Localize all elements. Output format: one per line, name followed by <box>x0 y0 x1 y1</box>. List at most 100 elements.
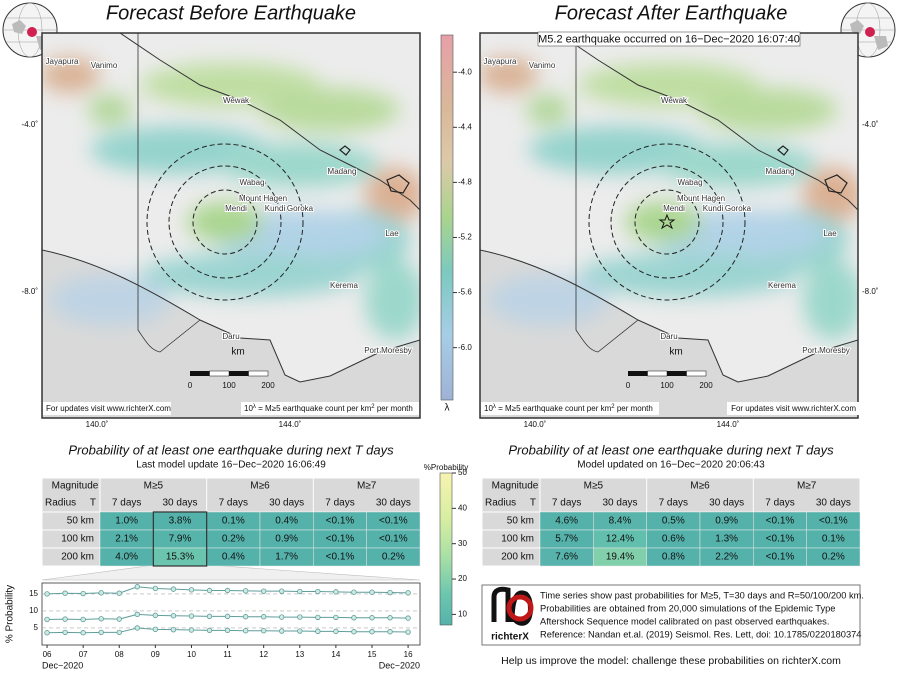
colorbar-tick-label: -5.6 <box>458 288 472 297</box>
table-value: 7.6% <box>555 552 578 563</box>
place-label: Mount Hagen <box>239 194 287 203</box>
series-point <box>279 588 285 594</box>
logo-ring <box>506 594 534 622</box>
series-point <box>260 588 267 594</box>
series-point <box>224 587 231 594</box>
table-value: 0.2% <box>822 552 845 563</box>
x-tick-label: 06 <box>43 650 52 659</box>
table-corner: Radius <box>485 498 516 509</box>
table-value: 0.1% <box>822 534 845 545</box>
series-point <box>62 616 68 622</box>
info-line: Time series show past probabilities for … <box>540 590 864 600</box>
scale-unit: km <box>231 347 244 358</box>
series-point <box>387 589 393 596</box>
series-point <box>224 627 231 634</box>
x-tick-label: 14 <box>331 650 340 659</box>
row-label: 200 km <box>61 552 94 563</box>
table-value: 3.8% <box>169 516 192 527</box>
table-value: 0.6% <box>662 534 685 545</box>
y-tick-label: 10 <box>29 606 38 615</box>
x-tick-label: 12 <box>259 650 268 659</box>
table-value: 0.4% <box>275 516 298 527</box>
place-label: Jayapura <box>484 57 517 66</box>
table-value: <0.1% <box>379 516 408 527</box>
series-point <box>315 628 321 635</box>
table-title: Probability of at least one earthquake d… <box>68 442 394 457</box>
series-point <box>44 616 50 623</box>
footer-units-part: 10 <box>484 404 493 413</box>
footer-url: For updates visit www.richterX.com <box>731 404 856 413</box>
x-tick-label: 11 <box>223 650 232 659</box>
series-point <box>351 615 357 621</box>
place-label: Kundi <box>265 204 286 213</box>
colorbar-tick-label: -4.8 <box>458 177 472 186</box>
event-box <box>537 31 801 47</box>
table-value: 1.7% <box>275 552 298 563</box>
series-point <box>80 590 86 597</box>
scale-tick: 100 <box>660 381 674 390</box>
period-header: 30 days <box>816 498 851 509</box>
x-tick-label: 15 <box>368 650 377 659</box>
footer-units-part: 2 <box>371 404 375 410</box>
table-corner: Radius <box>45 498 76 509</box>
series-point <box>369 589 375 595</box>
table-title: Probability of at least one earthquake d… <box>508 442 834 457</box>
row-label: 50 km <box>67 516 94 527</box>
series-point <box>387 615 393 621</box>
y-tick-label: 5 <box>34 623 39 632</box>
scale-tick: 200 <box>261 381 275 390</box>
footer-units-part: 10 <box>244 404 253 413</box>
series-point <box>405 590 411 596</box>
table-corner: T <box>90 498 96 509</box>
colorbar-tick-label: 50 <box>458 468 467 477</box>
series-point <box>170 613 177 619</box>
lon-label: 140.0˚ <box>86 420 109 429</box>
place-label: Wewak <box>223 96 250 105</box>
table-header <box>481 477 861 513</box>
info-line: Reference: Nandan et.al. (2019) Seismol.… <box>540 629 861 639</box>
series-point <box>116 616 122 622</box>
period-header: 7 days <box>112 498 141 509</box>
series-point <box>80 630 86 636</box>
series-point <box>188 613 195 619</box>
series-point <box>206 613 213 620</box>
table-value: 1.0% <box>115 516 138 527</box>
footers <box>43 402 859 415</box>
colorbar-tick-label: 20 <box>458 574 467 583</box>
row-label: 50 km <box>507 516 534 527</box>
table-corner: Magnitude <box>492 481 539 492</box>
table-value: <0.1% <box>326 534 355 545</box>
series-point <box>206 627 213 634</box>
period-header: 7 days <box>765 498 794 509</box>
series-point <box>333 589 339 595</box>
series-point <box>351 589 357 595</box>
period-header: 7 days <box>325 498 354 509</box>
y-axis-label: % Probability <box>5 585 16 643</box>
table-value: 15.3% <box>166 552 194 563</box>
table-value: 0.9% <box>275 534 298 545</box>
table-updated: Last model update 16−Dec−2020 16:06:49 <box>136 460 326 471</box>
period-header: 30 days <box>602 498 637 509</box>
series-point <box>333 614 339 621</box>
lat-label: -8.0˚ <box>22 287 39 296</box>
series-point <box>405 615 411 621</box>
rate-colorbar <box>440 34 454 401</box>
table-value: 19.4% <box>606 552 634 563</box>
series-point <box>260 614 267 620</box>
table-value: 0.5% <box>662 516 685 527</box>
series-point <box>98 590 104 596</box>
x-tick-label: 16 <box>404 650 413 659</box>
series-point <box>279 614 285 620</box>
table-value: 2.2% <box>715 552 738 563</box>
table-value: 0.2% <box>222 534 245 545</box>
help-text: Help us improve the model: challenge the… <box>501 655 841 667</box>
colorbar-tick-label: -4.0 <box>458 67 472 76</box>
series-point <box>242 614 249 620</box>
series-point <box>170 626 177 633</box>
info-line: Aftershock Sequence model calibrated on … <box>540 616 829 626</box>
x-tick-label: 07 <box>79 650 88 659</box>
series-point <box>188 587 195 593</box>
info-box <box>481 584 861 646</box>
radius-rings <box>146 143 746 301</box>
table-value: 4.0% <box>115 552 138 563</box>
